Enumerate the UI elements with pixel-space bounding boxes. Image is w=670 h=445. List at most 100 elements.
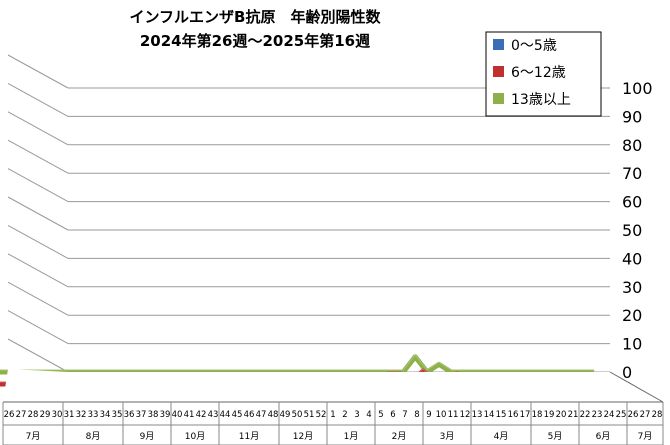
x-tick-label-16: 42 [196,410,207,420]
x-tick-label-38: 12 [460,410,471,420]
y-tick-label-70: 70 [622,164,642,183]
month-label-0: 7月 [26,431,41,442]
x-tick-label-19: 45 [232,410,243,420]
side-gridline-60 [7,168,69,203]
x-tick-label-20: 46 [244,410,255,420]
month-label-1: 8月 [86,431,101,442]
x-tick-label-3: 29 [40,410,51,420]
chart-title-line2: 2024年第26週～2025年第16週 [140,32,370,50]
x-tick-label-42: 16 [508,410,519,420]
series-line-highlight-2 [0,353,595,371]
x-tick-label-2: 28 [28,410,39,420]
month-label-4: 11月 [239,431,259,442]
x-tick-label-32: 6 [390,410,395,420]
month-label-9: 4月 [494,431,509,442]
legend-box [485,31,602,117]
x-tick-label-24: 50 [292,410,303,420]
x-tick-label-13: 39 [160,410,171,420]
legend-swatch-13-plus [493,93,504,104]
side-wall-gridlines [7,54,69,373]
y-axis-ticks: 0 10 20 30 40 50 60 70 80 90 100 [622,79,653,382]
x-tick-label-43: 17 [520,410,531,420]
x-tick-label-17: 43 [208,410,219,420]
month-label-3: 10月 [185,431,205,442]
side-gridline-30 [7,253,69,288]
x-tick-label-25: 51 [304,410,315,420]
x-tick-label-34: 8 [414,410,419,420]
x-tick-label-9: 35 [112,410,123,420]
side-gridline-100 [7,54,69,89]
side-gridline-20 [7,281,69,316]
month-label-8: 3月 [440,431,455,442]
x-tick-label-41: 15 [496,410,507,420]
x-tick-label-7: 33 [88,410,99,420]
back-wall-gridlines [68,87,610,373]
x-tick-label-44: 18 [532,410,543,420]
x-tick-label-36: 10 [436,410,447,420]
x-tick-label-5: 31 [64,410,75,420]
month-label-12: 7月 [638,431,653,442]
y-tick-label-60: 60 [622,193,642,212]
x-tick-label-52: 26 [628,410,639,420]
chart-title-line1: インフルエンザB抗原 年齢別陽性数 [130,8,382,26]
x-tick-label-29: 3 [354,410,359,420]
side-gridline-10 [7,310,69,345]
side-gridline-90 [7,82,69,117]
legend-swatch-0-5 [493,39,504,50]
legend-swatch-6-12 [493,66,504,77]
x-tick-label-35: 9 [426,410,431,420]
x-tick-label-53: 27 [640,410,651,420]
x-tick-label-39: 13 [472,410,483,420]
x-tick-label-33: 7 [402,410,407,420]
y-tick-label-90: 90 [622,107,642,126]
y-tick-label-10: 10 [622,335,642,354]
x-tick-label-23: 49 [280,410,291,420]
x-tick-label-21: 47 [256,410,267,420]
y-tick-label-50: 50 [622,221,642,240]
x-tick-label-46: 20 [556,410,567,420]
x-tick-label-22: 48 [268,410,279,420]
legend-label-0-5: 0～5歳 [511,38,557,54]
y-tick-label-40: 40 [622,249,642,268]
x-tick-label-28: 2 [342,410,347,420]
x-tick-label-8: 34 [100,410,111,420]
y-tick-label-30: 30 [622,278,642,297]
x-tick-label-37: 11 [448,410,459,420]
y-tick-label-100: 100 [622,79,653,98]
x-tick-label-11: 37 [136,410,147,420]
x-tick-label-1: 27 [16,410,27,420]
x-tick-label-14: 40 [172,410,183,420]
month-label-11: 6月 [596,431,611,442]
x-tick-label-4: 30 [52,410,63,420]
legend-label-13-plus: 13歳以上 [511,92,571,108]
x-tick-label-45: 19 [544,410,555,420]
month-label-2: 9月 [140,431,155,442]
side-gridline-70 [7,139,69,174]
legend-label-6-12: 6～12歳 [511,65,566,81]
x-tick-label-10: 36 [124,410,135,420]
x-tick-label-49: 23 [592,410,603,420]
x-tick-label-18: 44 [220,410,231,420]
x-tick-label-30: 4 [366,410,371,420]
x-tick-label-0: 26 [4,410,15,420]
x-tick-label-47: 21 [568,410,579,420]
legend: 0～5歳 6～12歳 13歳以上 [485,31,602,117]
x-axis: 26 27 28 29 30 31 32 33 34 35 36 37 38 39 40 41 42 43 44 45… [2,369,664,445]
side-gridline-50 [7,196,69,231]
x-tick-label-26: 52 [316,410,327,420]
y-tick-label-80: 80 [622,136,642,155]
month-label-6: 1月 [344,431,359,442]
x-tick-label-50: 24 [604,410,615,420]
side-gridline-0 [7,338,69,373]
x-tick-label-27: 1 [330,410,335,420]
y-tick-label-20: 20 [622,306,642,325]
y-tick-label-0: 0 [622,363,632,382]
month-label-7: 2月 [392,431,407,442]
floor [3,369,663,402]
month-label-5: 12月 [293,431,313,442]
floor-right-edge [609,371,664,403]
x-tick-label-48: 22 [580,410,591,420]
side-gridline-40 [7,224,69,259]
x-tick-label-54: 28 [652,410,663,420]
